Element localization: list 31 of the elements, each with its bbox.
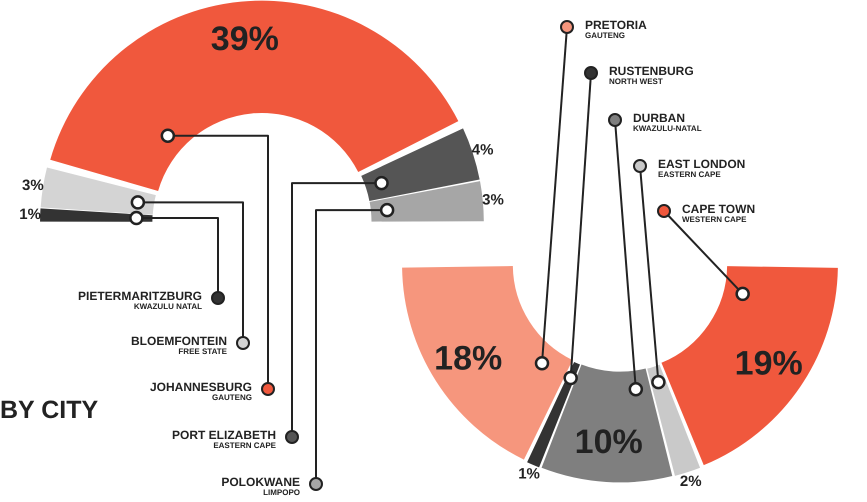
- data-label: 19%: [734, 344, 803, 382]
- legend-label: POLOKWANE: [221, 475, 300, 489]
- legend-label: EAST LONDON: [658, 157, 746, 171]
- data-label: 3%: [22, 176, 44, 194]
- text: GAUTENG: [212, 393, 252, 402]
- legend-label: CAPE TOWN: [682, 202, 756, 216]
- legend-label: JOHANNESBURG: [150, 380, 252, 394]
- text: KWAZULU NATAL: [134, 302, 202, 312]
- data-label: 4%: [472, 141, 494, 158]
- legend-label: PORT ELIZABETH: [172, 428, 276, 442]
- text: LIMPOPO: [263, 488, 300, 498]
- text: FREE STATE: [178, 347, 227, 356]
- text: BY CITY: [0, 396, 98, 425]
- legend-label: PIETERMARITZBURG: [78, 289, 202, 304]
- data-label: 1%: [518, 465, 540, 482]
- text: WESTERN CAPE: [682, 215, 746, 224]
- legend-label: RUSTENBURG: [609, 64, 694, 78]
- legend-label: BLOEMFONTEIN: [131, 334, 227, 348]
- text: NORTH WEST: [609, 77, 663, 86]
- legend-label: PRETORIA: [585, 18, 647, 32]
- text: GAUTENG: [585, 31, 625, 40]
- text: EASTERN CAPE: [658, 170, 721, 180]
- data-label: 39%: [210, 20, 279, 58]
- data-label: 1%: [19, 206, 41, 223]
- data-label: 3%: [482, 191, 504, 208]
- data-label: 10%: [574, 422, 643, 461]
- text: EASTERN CAPE: [213, 441, 276, 450]
- legend-label: DURBAN: [633, 111, 686, 126]
- data-label: 2%: [680, 472, 702, 490]
- text: KWAZULU-NATAL: [633, 124, 702, 134]
- data-label: 18%: [434, 340, 502, 378]
